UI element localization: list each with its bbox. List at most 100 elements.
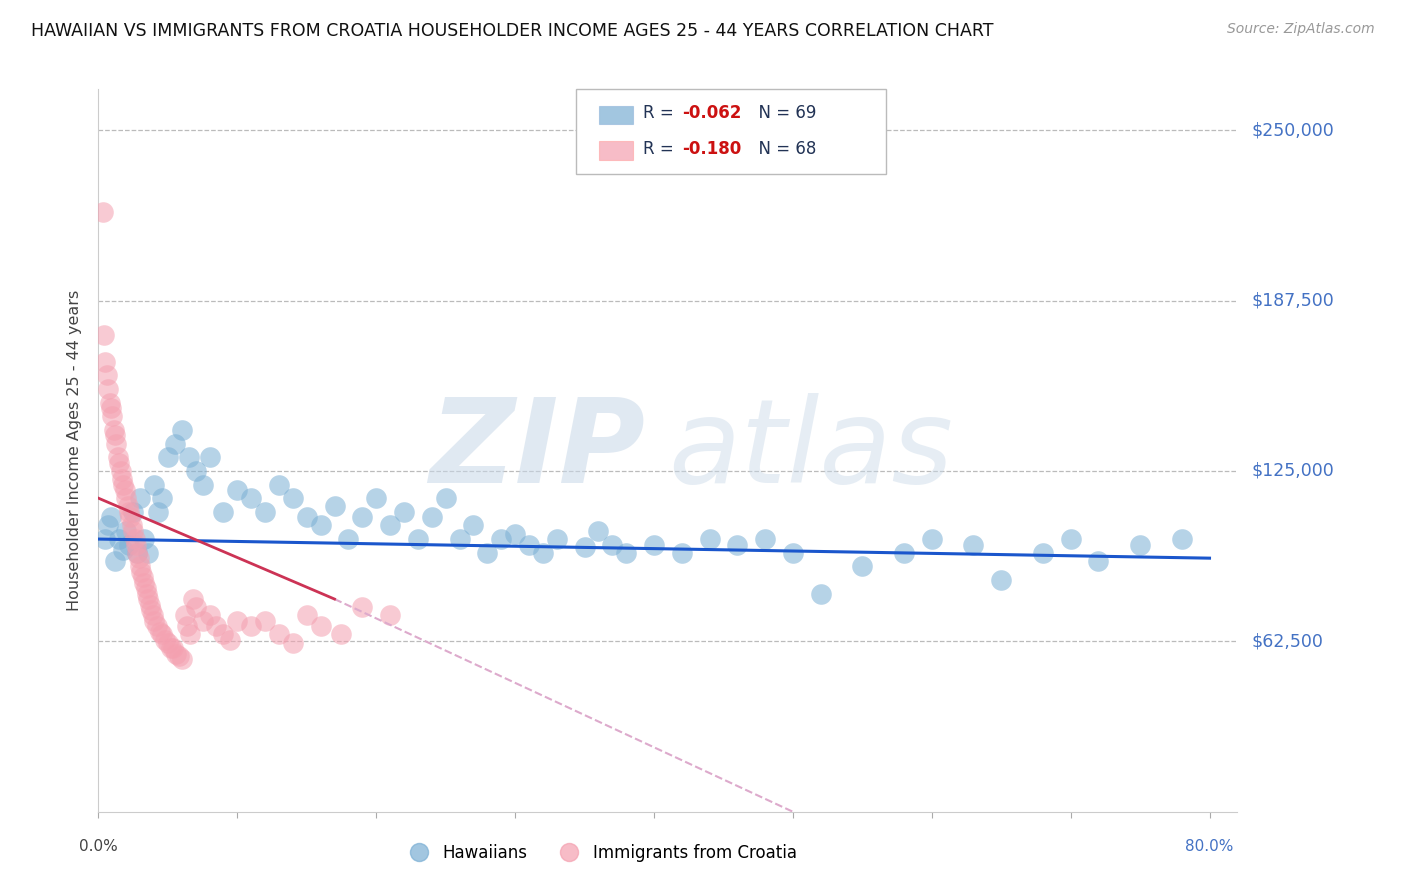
Text: ZIP: ZIP — [429, 393, 645, 508]
Point — [141, 603, 163, 617]
Point — [101, 409, 124, 424]
Point — [181, 592, 204, 607]
Point — [104, 428, 127, 442]
Point — [156, 635, 179, 649]
Point — [191, 614, 214, 628]
Point — [962, 537, 984, 551]
Point — [114, 483, 136, 497]
Point — [138, 546, 160, 560]
Point — [170, 423, 193, 437]
Point — [378, 518, 401, 533]
Point — [198, 608, 221, 623]
Point — [121, 518, 143, 533]
Text: 0.0%: 0.0% — [79, 839, 118, 855]
Point — [267, 627, 290, 641]
Point — [810, 586, 832, 600]
Point — [281, 491, 304, 505]
Text: $125,000: $125,000 — [1251, 462, 1334, 480]
Point — [546, 532, 568, 546]
Text: HAWAIIAN VS IMMIGRANTS FROM CROATIA HOUSEHOLDER INCOME AGES 25 - 44 YEARS CORREL: HAWAIIAN VS IMMIGRANTS FROM CROATIA HOUS… — [31, 22, 994, 40]
Point — [352, 510, 374, 524]
Point — [162, 641, 184, 656]
Point — [921, 532, 943, 546]
Text: N = 68: N = 68 — [748, 140, 817, 158]
Point — [295, 510, 318, 524]
Point — [226, 483, 249, 497]
Point — [134, 532, 156, 546]
Point — [267, 477, 290, 491]
Point — [142, 608, 165, 623]
Point — [122, 524, 145, 538]
Point — [128, 551, 150, 566]
Point — [489, 532, 512, 546]
Point — [115, 524, 138, 538]
Point — [165, 647, 187, 661]
Point — [671, 546, 693, 560]
Text: R =: R = — [643, 140, 679, 158]
Point — [366, 491, 388, 505]
Point — [97, 382, 120, 396]
Point — [212, 505, 235, 519]
Point — [110, 464, 132, 478]
Point — [352, 600, 374, 615]
Point — [699, 532, 721, 546]
Point — [118, 537, 141, 551]
Point — [179, 627, 201, 641]
Point — [240, 491, 263, 505]
Point — [138, 592, 160, 607]
Point — [120, 510, 142, 524]
Point — [145, 619, 167, 633]
Point — [127, 546, 149, 560]
Point — [420, 510, 443, 524]
Point — [893, 546, 915, 560]
Point — [226, 614, 249, 628]
Point — [135, 581, 157, 595]
Point — [112, 543, 135, 558]
Point — [990, 573, 1012, 587]
Text: N = 69: N = 69 — [748, 104, 817, 122]
Point — [96, 368, 118, 383]
Point — [337, 532, 360, 546]
Point — [100, 510, 122, 524]
Point — [105, 436, 128, 450]
Point — [177, 450, 200, 465]
Point — [111, 472, 134, 486]
Point — [330, 627, 353, 641]
Point — [851, 559, 873, 574]
Point — [614, 546, 637, 560]
Point — [588, 524, 610, 538]
Point — [1032, 546, 1054, 560]
Point — [136, 586, 159, 600]
Point — [1170, 532, 1192, 546]
Point — [212, 627, 235, 641]
Point — [1059, 532, 1081, 546]
Point — [98, 396, 121, 410]
Text: $187,500: $187,500 — [1251, 292, 1334, 310]
Y-axis label: Householder Income Ages 25 - 44 years: Householder Income Ages 25 - 44 years — [67, 290, 83, 611]
Point — [104, 554, 127, 568]
Point — [240, 619, 263, 633]
Point — [127, 546, 149, 560]
Point — [93, 327, 115, 342]
Point — [129, 559, 152, 574]
Text: -0.180: -0.180 — [682, 140, 741, 158]
Point — [146, 505, 169, 519]
Point — [143, 614, 166, 628]
Point — [574, 541, 596, 555]
Point — [94, 355, 117, 369]
Point — [392, 505, 415, 519]
Point — [122, 505, 145, 519]
Point — [600, 537, 623, 551]
Point — [131, 565, 153, 579]
Point — [406, 532, 429, 546]
Point — [156, 450, 179, 465]
Point — [129, 491, 152, 505]
Point — [173, 608, 195, 623]
Point — [124, 532, 146, 546]
Point — [100, 401, 122, 416]
Point — [295, 608, 318, 623]
Point — [323, 500, 346, 514]
Point — [531, 546, 554, 560]
Point — [150, 491, 173, 505]
Point — [517, 537, 540, 551]
